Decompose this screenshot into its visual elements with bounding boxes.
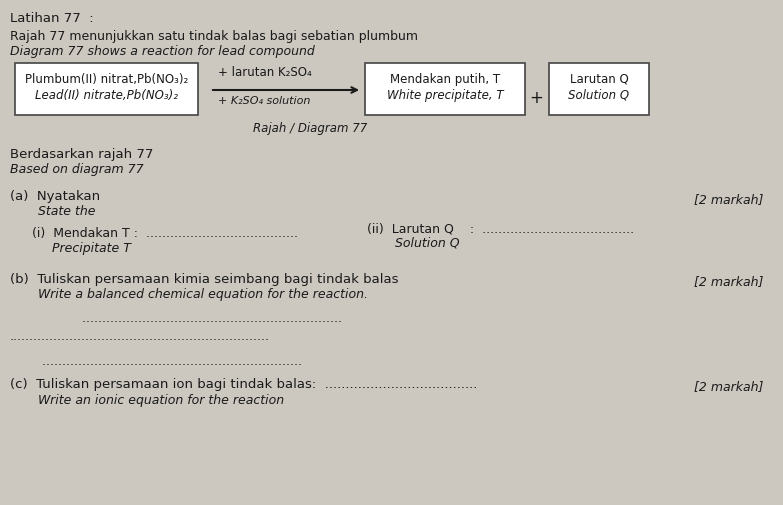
Text: Write a balanced chemical equation for the reaction.: Write a balanced chemical equation for t… bbox=[10, 288, 368, 301]
Text: (c)  Tuliskan persamaan ion bagi tindak balas:  ................................: (c) Tuliskan persamaan ion bagi tindak b… bbox=[10, 378, 478, 391]
Text: Precipitate T: Precipitate T bbox=[20, 242, 131, 255]
Bar bbox=[549, 63, 649, 115]
Text: .................................................................: ........................................… bbox=[10, 330, 270, 343]
Text: White precipitate, T: White precipitate, T bbox=[387, 89, 503, 102]
Text: Based on diagram 77: Based on diagram 77 bbox=[10, 163, 143, 176]
Text: State the: State the bbox=[10, 205, 96, 218]
Text: Latihan 77  :: Latihan 77 : bbox=[10, 12, 94, 25]
Text: .................................................................: ........................................… bbox=[50, 312, 342, 325]
Text: Mendakan putih, T: Mendakan putih, T bbox=[390, 73, 500, 86]
Text: .................................................................: ........................................… bbox=[10, 355, 302, 368]
Bar bbox=[365, 63, 525, 115]
Text: Write an ionic equation for the reaction: Write an ionic equation for the reaction bbox=[10, 394, 284, 407]
Text: [2 markah]: [2 markah] bbox=[694, 193, 763, 206]
Text: [2 markah]: [2 markah] bbox=[694, 380, 763, 393]
Text: (a)  Nyatakan: (a) Nyatakan bbox=[10, 190, 100, 203]
Text: Rajah / Diagram 77: Rajah / Diagram 77 bbox=[253, 122, 367, 135]
Text: (i)  Mendakan T :  ......................................: (i) Mendakan T : .......................… bbox=[20, 227, 298, 240]
Text: + larutan K₂SO₄: + larutan K₂SO₄ bbox=[218, 66, 312, 79]
Text: +: + bbox=[529, 89, 543, 107]
Text: (ii)  Larutan Q    :  ......................................: (ii) Larutan Q : .......................… bbox=[355, 222, 634, 235]
Text: Plumbum(II) nitrat,Pb(NO₃)₂: Plumbum(II) nitrat,Pb(NO₃)₂ bbox=[25, 73, 188, 86]
Text: Solution Q: Solution Q bbox=[355, 237, 460, 250]
Text: Larutan Q: Larutan Q bbox=[569, 73, 629, 86]
Text: [2 markah]: [2 markah] bbox=[694, 275, 763, 288]
Text: Lead(II) nitrate,Pb(NO₃)₂: Lead(II) nitrate,Pb(NO₃)₂ bbox=[35, 89, 178, 102]
Text: Solution Q: Solution Q bbox=[568, 89, 630, 102]
Text: + K₂SO₄ solution: + K₂SO₄ solution bbox=[218, 96, 310, 106]
Text: Diagram 77 shows a reaction for lead compound: Diagram 77 shows a reaction for lead com… bbox=[10, 45, 315, 58]
Text: Rajah 77 menunjukkan satu tindak balas bagi sebatian plumbum: Rajah 77 menunjukkan satu tindak balas b… bbox=[10, 30, 418, 43]
Text: (b)  Tuliskan persamaan kimia seimbang bagi tindak balas: (b) Tuliskan persamaan kimia seimbang ba… bbox=[10, 273, 399, 286]
Bar bbox=[15, 63, 198, 115]
Text: Berdasarkan rajah 77: Berdasarkan rajah 77 bbox=[10, 148, 153, 161]
